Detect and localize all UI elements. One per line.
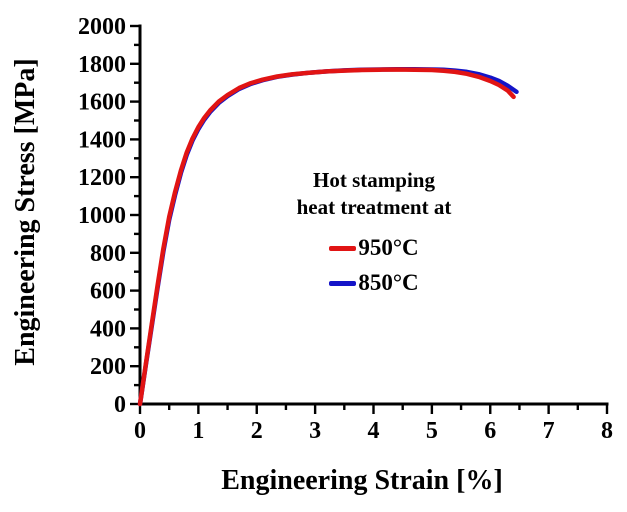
- x-tick-label: 5: [426, 418, 438, 444]
- legend-entry: 950°C: [329, 235, 419, 261]
- legend-entry-label: 850°C: [358, 270, 419, 295]
- x-tick-label: 4: [368, 418, 380, 444]
- x-axis-label: Engineering Strain [%]: [221, 465, 503, 496]
- y-tick-label: 600: [90, 279, 126, 305]
- axis-tick-labels: 0 1 2 3 4 5 6 7 8 0 200 400 600 800 1000 1200 1400 1600 18…: [78, 14, 613, 444]
- x-tick-label: 7: [543, 418, 555, 444]
- x-tick-label: 6: [484, 418, 496, 444]
- x-tick-label: 0: [134, 418, 146, 444]
- x-tick-label: 1: [192, 418, 204, 444]
- y-axis-label: Engineering Stress [MPa]: [10, 58, 41, 365]
- legend-title: Hot stamping heat treatment at: [278, 167, 470, 221]
- y-tick-label: 1000: [78, 203, 126, 229]
- legend-title-line-2: heat treatment at: [296, 195, 452, 219]
- legend-title-line-1: Hot stamping: [313, 168, 435, 192]
- y-tick-label: 800: [90, 241, 126, 267]
- y-tick-label: 200: [90, 354, 126, 380]
- legend-line-swatch: [329, 245, 357, 251]
- legend-line-swatch: [329, 280, 357, 286]
- legend-items: 950°C 850°C: [278, 235, 470, 296]
- y-tick-label: 400: [90, 316, 126, 342]
- y-tick-label: 1600: [78, 90, 126, 116]
- x-tick-label: 8: [601, 418, 613, 444]
- y-tick-label: 1200: [78, 165, 126, 191]
- chart-legend: Hot stamping heat treatment at 950°C 850°…: [278, 167, 470, 296]
- y-tick-label: 2000: [78, 14, 126, 40]
- y-tick-label: 1800: [78, 52, 126, 78]
- x-tick-label: 2: [251, 418, 263, 444]
- data-series: [137, 67, 519, 407]
- series-line-950c: [137, 67, 516, 407]
- legend-entry-label: 950°C: [358, 235, 419, 260]
- y-tick-label: 1400: [78, 127, 126, 153]
- legend-entry: 850°C: [329, 270, 419, 296]
- x-tick-label: 3: [309, 418, 321, 444]
- y-tick-label: 0: [114, 392, 126, 418]
